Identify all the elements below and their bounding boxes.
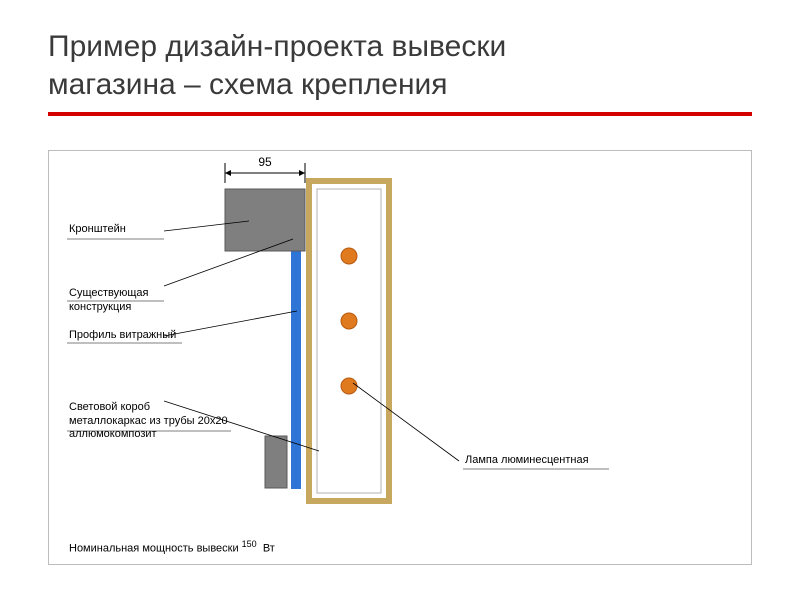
diagram-svg [49, 151, 753, 566]
diagram-frame: 95 Кронштейн Существующая конструкция Пр… [48, 150, 752, 565]
power-footnote: Номинальная мощность вывески 150 Вт [69, 539, 275, 555]
title-underline [48, 112, 752, 116]
label-existing-structure: Существующая конструкция [69, 273, 149, 314]
footnote-prefix: Номинальная мощность вывески [69, 543, 239, 555]
page-title: Пример дизайн-проекта вывески магазина –… [48, 28, 506, 103]
label-lamp: Лампа люминесцентная [465, 454, 589, 468]
label-bracket: Кронштейн [69, 223, 126, 237]
dimension-label: 95 [245, 155, 285, 169]
label-profile: Профиль витражный [69, 329, 176, 343]
heading-line2: магазина – схема крепления [48, 66, 506, 104]
heading-line1: Пример дизайн-проекта вывески [48, 28, 506, 66]
footnote-value: 150 [242, 539, 257, 549]
label-lightbox: Световой короб металлокаркас из трубы 20… [69, 387, 228, 442]
footnote-unit: Вт [263, 543, 275, 555]
